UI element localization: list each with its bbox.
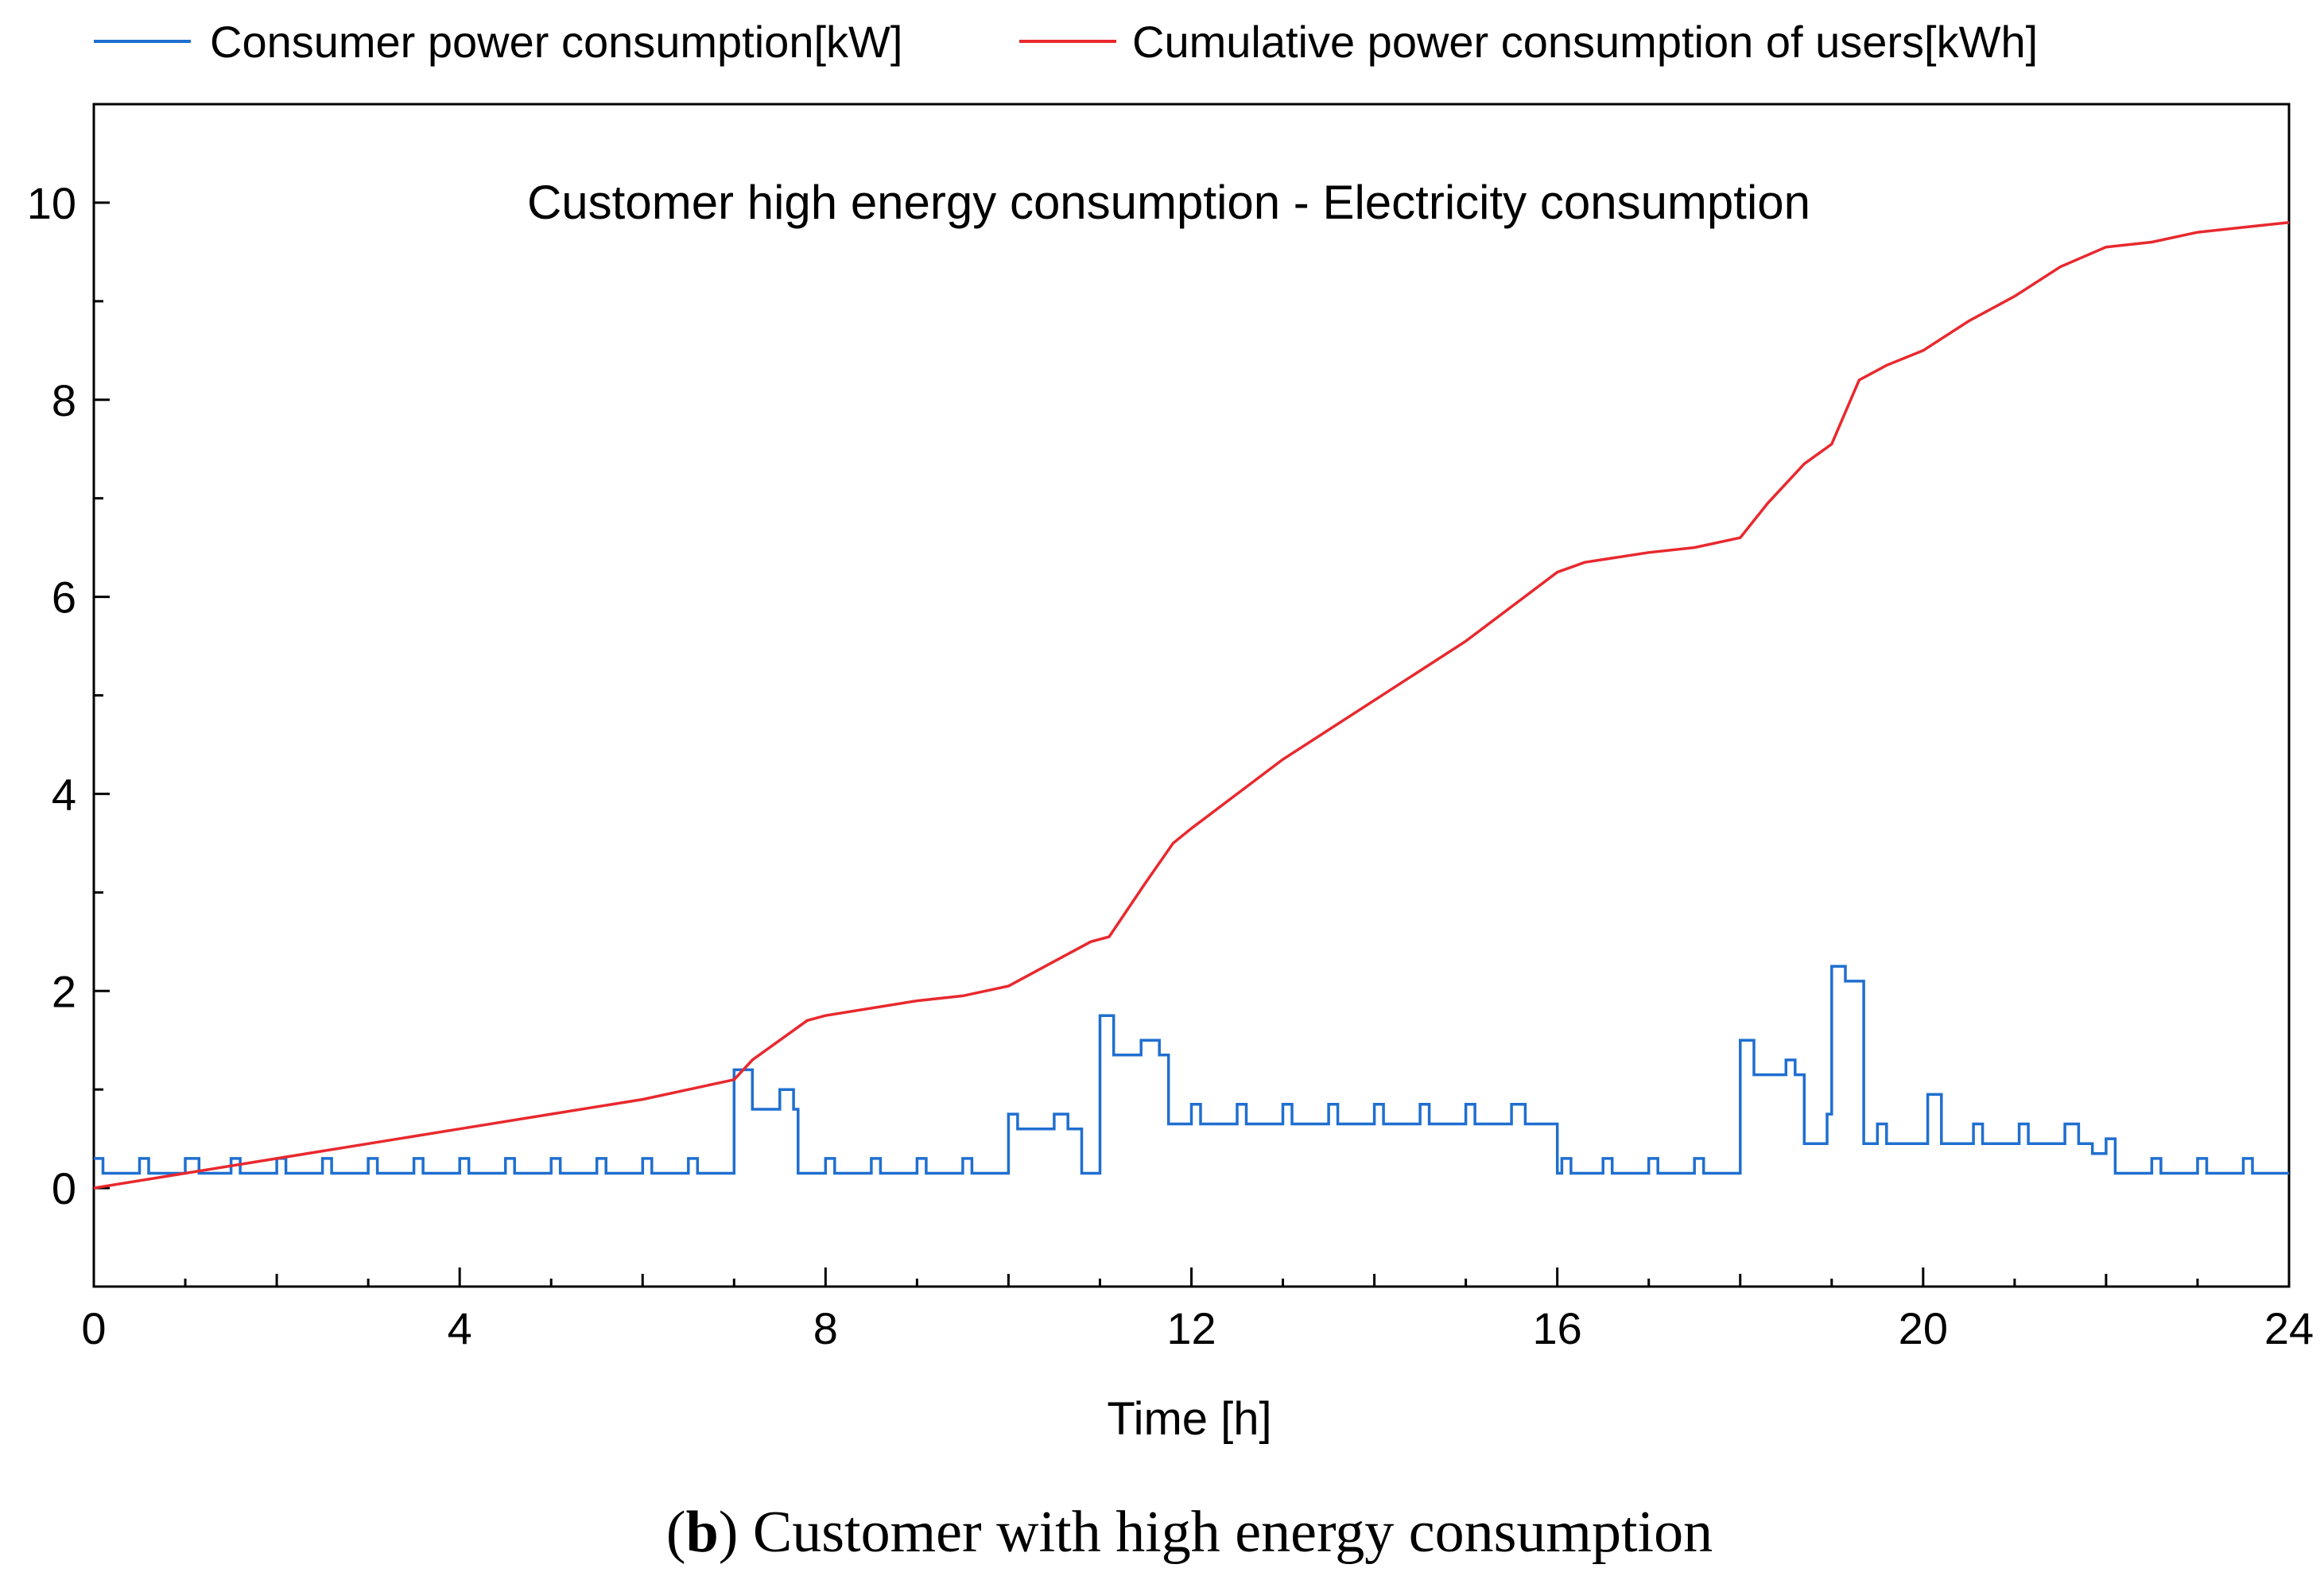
figure-caption: (b) Customer with high energy consumptio…	[666, 1500, 1713, 1565]
y-tick-label: 8	[52, 375, 76, 425]
series-consumer-power-line	[94, 965, 2289, 1175]
caption-open-paren: (	[666, 1500, 686, 1565]
x-axis: 0 4 8 12 16 20 24	[81, 1267, 2314, 1353]
caption-rest: ) Customer with high energy consumption	[719, 1500, 1713, 1565]
legend-label-power: Consumer power consumption[kW]	[210, 17, 902, 67]
x-tick-label: 0	[81, 1303, 106, 1353]
y-axis: 0 2 4 6 8 10	[27, 103, 110, 1288]
x-tick-label: 8	[813, 1303, 838, 1353]
x-tick-label: 20	[1899, 1303, 1948, 1353]
y-tick-label: 0	[52, 1163, 76, 1213]
y-tick-label: 4	[52, 769, 76, 819]
x-tick-label: 4	[448, 1303, 472, 1353]
y-tick-label: 2	[52, 966, 76, 1016]
caption-letter: b	[686, 1500, 719, 1565]
y-tick-label: 6	[52, 573, 76, 623]
x-tick-label: 24	[2264, 1303, 2314, 1353]
series-layer	[93, 220, 2290, 1190]
legend: Consumer power consumption[kW] Cumulativ…	[94, 17, 2038, 67]
legend-label-cumulative: Cumulative power consumption of users[kW…	[1132, 17, 2038, 67]
x-tick-label: 16	[1533, 1303, 1582, 1353]
series-cumulative-consumption-line	[93, 220, 2290, 1190]
x-tick-label: 12	[1166, 1303, 1216, 1353]
x-axis-title: Time [h]	[1107, 1393, 1271, 1445]
y-tick-label: 10	[27, 178, 76, 228]
plot-title: Customer high energy consumption - Elect…	[527, 176, 1810, 229]
